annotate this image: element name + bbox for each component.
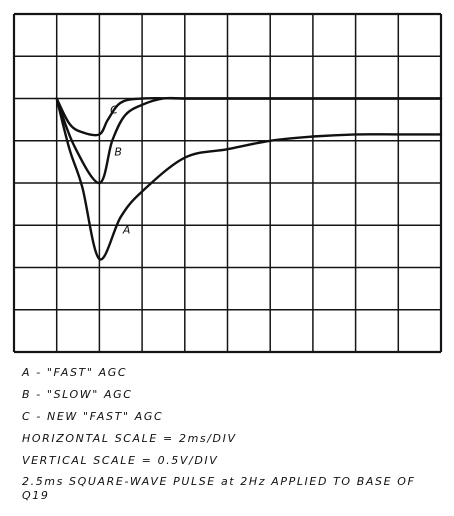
trace-label-a: A: [122, 224, 131, 237]
caption-legend: A - "FAST" AGC B - "SLOW" AGC C - NEW "F…: [22, 362, 442, 503]
legend-entry-b: B - "SLOW" AGC: [22, 388, 133, 401]
oscilloscope-trace-chart: A B C: [12, 12, 443, 354]
trace-labels: A B C: [110, 103, 130, 236]
graticule-grid: [12, 12, 443, 354]
vertical-scale-note: VERTICAL SCALE = 0.5V/DIV: [22, 454, 219, 467]
horizontal-scale-note: HORIZONTAL SCALE = 2ms/DIV: [22, 432, 237, 445]
trace-curves: [55, 96, 443, 261]
trace-a: [55, 97, 443, 261]
pulse-note: 2.5ms SQUARE-WAVE PULSE at 2Hz APPLIED T…: [22, 475, 416, 502]
legend-entry-c: C - NEW "FAST" AGC: [22, 410, 164, 423]
trace-label-c: C: [110, 103, 118, 116]
trace-c: [55, 96, 443, 137]
trace-label-b: B: [114, 146, 122, 159]
legend-entry-a: A - "FAST" AGC: [22, 366, 128, 379]
